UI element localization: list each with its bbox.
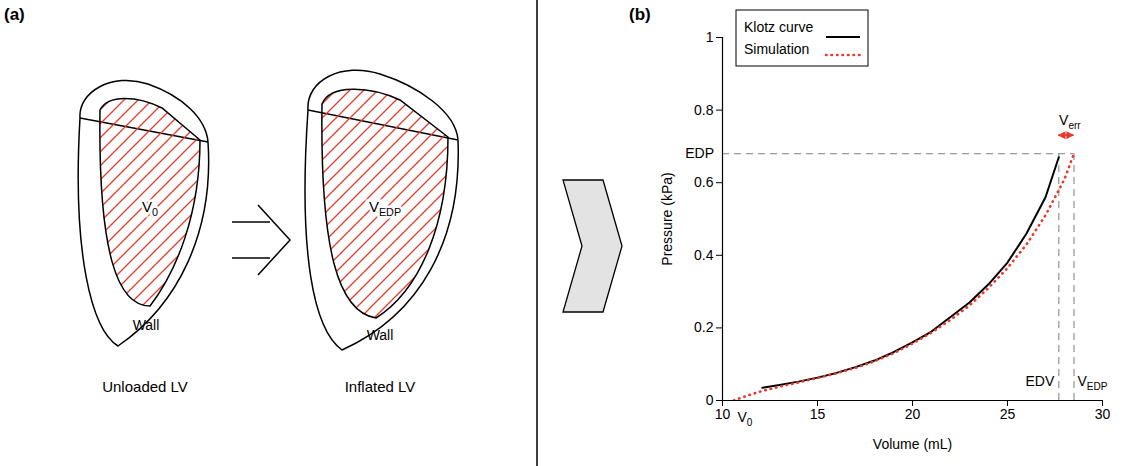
svg-text:EDP: EDP	[685, 145, 714, 161]
svg-text:VEDP: VEDP	[369, 198, 401, 218]
svg-text:Simulation: Simulation	[744, 41, 809, 57]
svg-text:Unloaded LV: Unloaded LV	[102, 378, 188, 395]
svg-text:(a): (a)	[4, 5, 25, 24]
svg-text:Volume (mL): Volume (mL)	[873, 436, 952, 452]
svg-text:V0: V0	[142, 198, 158, 218]
svg-text:0.8: 0.8	[694, 102, 714, 118]
svg-text:0.6: 0.6	[694, 174, 714, 190]
svg-text:Wall: Wall	[133, 317, 160, 333]
svg-text:15: 15	[810, 406, 826, 422]
svg-text:1: 1	[706, 29, 714, 45]
svg-text:30: 30	[1095, 406, 1111, 422]
svg-text:Verr: Verr	[1059, 112, 1081, 131]
svg-text:(b): (b)	[629, 5, 651, 24]
svg-text:Klotz curve: Klotz curve	[744, 19, 813, 35]
svg-text:V0: V0	[737, 409, 752, 428]
svg-text:0: 0	[706, 392, 714, 408]
svg-text:VEDP: VEDP	[1078, 373, 1108, 392]
svg-text:Wall: Wall	[367, 327, 394, 343]
svg-text:EDV: EDV	[1026, 373, 1055, 389]
svg-text:0.4: 0.4	[694, 247, 714, 263]
svg-text:20: 20	[905, 406, 921, 422]
svg-text:Inflated LV: Inflated LV	[345, 378, 416, 395]
svg-text:0.2: 0.2	[694, 319, 714, 335]
svg-text:25: 25	[1000, 406, 1016, 422]
svg-text:Pressure (kPa): Pressure (kPa)	[659, 172, 675, 265]
svg-text:10: 10	[715, 406, 731, 422]
